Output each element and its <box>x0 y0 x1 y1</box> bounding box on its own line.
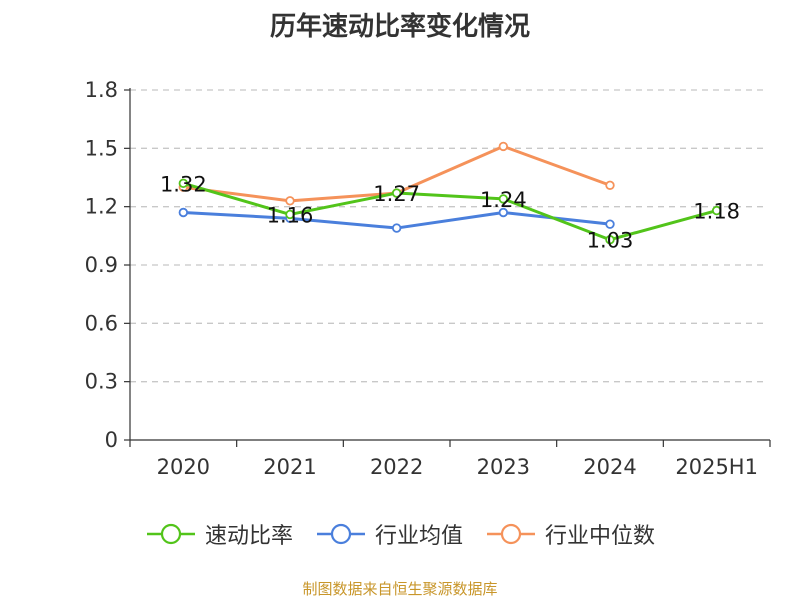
data-label: 1.16 <box>267 203 314 227</box>
y-tick-label: 0.9 <box>85 253 118 277</box>
y-tick-label: 0.6 <box>85 311 118 335</box>
x-tick-label: 2024 <box>583 455 636 479</box>
legend-item[interactable]: 行业中位数 <box>485 518 655 550</box>
data-point <box>605 180 615 190</box>
legend-marker <box>500 523 522 545</box>
data-point <box>498 141 509 152</box>
data-source-note: 制图数据来自恒生聚源数据库 <box>302 580 498 598</box>
legend-marker <box>160 523 182 545</box>
y-tick-label: 0 <box>105 428 118 452</box>
data-point <box>178 207 189 218</box>
y-tick-label: 1.8 <box>85 78 118 102</box>
legend-label: 行业均值 <box>374 524 463 549</box>
legend-item[interactable]: 行业均值 <box>315 518 463 550</box>
series-line-0 <box>182 181 718 242</box>
data-label: 1.03 <box>587 229 634 253</box>
legend-label: 行业中位数 <box>545 524 656 549</box>
data-point <box>285 196 295 206</box>
x-tick-label: 2021 <box>263 455 316 479</box>
data-point <box>391 188 402 198</box>
y-tick-label: 0.3 <box>85 370 118 394</box>
legend-swatch <box>316 523 365 545</box>
data-label: 1.27 <box>373 182 420 206</box>
legend-swatch <box>146 523 195 545</box>
x-tick-label: 2023 <box>477 455 530 479</box>
legend-label: 速动比率 <box>204 524 293 549</box>
data-label: 1.32 <box>160 172 207 196</box>
data-label: 1.18 <box>693 200 740 224</box>
data-point <box>391 223 402 233</box>
data-label: 1.24 <box>480 188 527 212</box>
data-point <box>711 205 722 216</box>
data-point <box>605 219 615 229</box>
legend-item[interactable]: 速动比率 <box>145 518 293 550</box>
legend: 速动比率 行业均值 行业中位数 <box>0 518 800 550</box>
y-tick-label: 1.2 <box>85 195 118 219</box>
data-point <box>285 209 295 220</box>
data-point <box>178 178 189 189</box>
data-point <box>605 235 615 245</box>
x-tick-label: 2025H1 <box>675 455 758 479</box>
x-tick-label: 2020 <box>157 455 210 479</box>
legend-marker <box>330 523 352 545</box>
chart-title: 历年速动比率变化情况 <box>269 12 530 42</box>
data-point <box>498 207 509 218</box>
x-tick-label: 2022 <box>370 455 423 479</box>
y-tick-label: 1.5 <box>85 136 118 160</box>
data-point <box>498 194 509 204</box>
legend-swatch <box>487 523 535 545</box>
